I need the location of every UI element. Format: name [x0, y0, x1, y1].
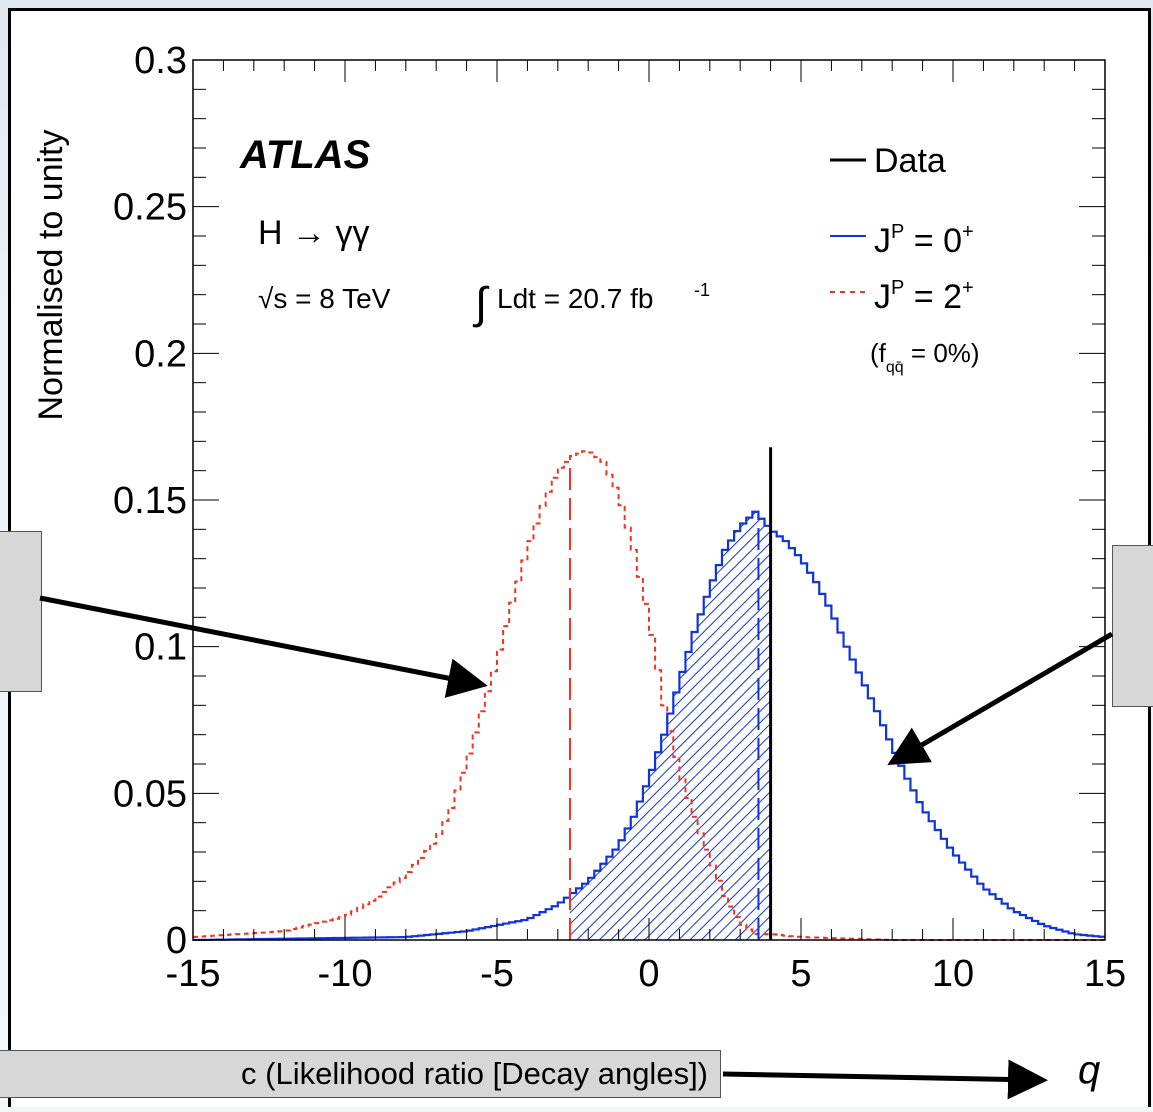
y-tick-label: 0.3 [134, 40, 187, 82]
y-tick-label: 0.25 [113, 187, 187, 229]
legend-label-data: Data [874, 142, 946, 180]
callout-box-bottom: c (Likelihood ratio [Decay angles]) [0, 1050, 721, 1098]
callout-bottom-text: c (Likelihood ratio [Decay angles]) [241, 1056, 708, 1092]
x-tick-label: 5 [790, 953, 811, 995]
process-label: H → γγ [258, 214, 369, 252]
x-tick-label: 0 [638, 953, 659, 995]
y-tick-label: 0.1 [134, 627, 187, 669]
integral-sign: ∫ [472, 279, 490, 328]
hatched-area-0plus [570, 512, 771, 940]
energy-label: √s = 8 TeV [258, 283, 391, 314]
legend-label-0plus: JP = 0+ [874, 221, 974, 260]
lumi-label: Ldt = 20.7 fb [497, 283, 653, 314]
y-tick-label: 0.2 [134, 333, 187, 375]
hatched-region [570, 512, 771, 940]
callout-box-left [0, 531, 42, 692]
callout-box-right [1112, 545, 1153, 707]
lumi-exponent: -1 [694, 280, 710, 300]
y-tick-label: 0.05 [113, 773, 187, 815]
legend-note: (fqq̄ = 0%) [870, 338, 980, 376]
y-tick-label: 0.15 [113, 480, 187, 522]
annotation-block: ATLAS H → γγ √s = 8 TeV ∫ Ldt = 20.7 fb … [239, 133, 710, 328]
y-axis-label: Normalised to unity [32, 129, 70, 420]
x-tick-label: -10 [318, 953, 373, 995]
y-tick-label: 0 [166, 920, 187, 962]
x-tick-label: 15 [1084, 953, 1126, 995]
x-tick-label: 10 [932, 953, 974, 995]
legend: Data JP = 0+ JP = 2+ (fqq̄ = 0%) [830, 142, 980, 376]
x-tick-label: -5 [480, 953, 514, 995]
q-symbol-label: q [1078, 1048, 1100, 1093]
experiment-label: ATLAS [239, 133, 371, 177]
legend-label-2plus: JP = 2+ [874, 277, 974, 316]
